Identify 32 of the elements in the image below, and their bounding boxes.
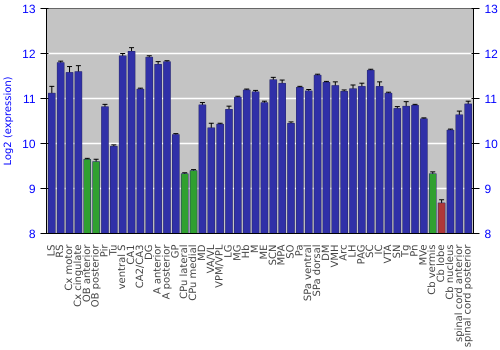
x-tick-label: Cb nucleus bbox=[444, 244, 456, 300]
y-tick-label: 11 bbox=[23, 92, 36, 106]
x-tick-label: DM bbox=[320, 244, 332, 261]
y2-tick-label: 12 bbox=[484, 47, 498, 61]
y2-tick-label: 9 bbox=[484, 182, 492, 196]
x-tick-label: Cx cingulate bbox=[72, 244, 84, 307]
y2-tick-label: 13 bbox=[484, 2, 498, 16]
y-tick-label: 12 bbox=[22, 47, 36, 61]
y-tick-label: 13 bbox=[22, 2, 36, 16]
y-axis-title: Log2 (expression) bbox=[3, 76, 14, 166]
x-tick-label: RS bbox=[55, 244, 66, 258]
x-tick-label: Pir bbox=[99, 244, 110, 258]
x-tick-label: Cb lobe bbox=[436, 244, 448, 282]
x-tick-label: Pa bbox=[294, 244, 306, 256]
x-tick-label: ME bbox=[258, 244, 270, 260]
x-tick-label: spinal cord posterior bbox=[462, 244, 474, 348]
x-tick-label: CA2/CA3 bbox=[134, 244, 146, 288]
x-tick-label: DG bbox=[144, 244, 155, 260]
y-tick-label: 10 bbox=[22, 137, 36, 151]
x-tick-label: A posterior bbox=[161, 244, 172, 300]
x-tick-label: MVe bbox=[418, 244, 430, 266]
y2-tick-label: 10 bbox=[484, 137, 498, 151]
x-tick-label: LG bbox=[223, 244, 234, 258]
x-tick-label: VTA bbox=[382, 244, 394, 264]
y-tick-label: 9 bbox=[28, 182, 36, 196]
y-tick-label: 8 bbox=[28, 227, 36, 241]
x-tick-label: Tg bbox=[400, 244, 412, 258]
y2-tick-label: 8 bbox=[484, 227, 492, 241]
y2-tick-label: 11 bbox=[484, 92, 498, 106]
x-tick-label: GP bbox=[170, 244, 182, 258]
x-tick-label: MD bbox=[196, 244, 208, 261]
x-tick-label: OB posterior bbox=[90, 244, 102, 308]
